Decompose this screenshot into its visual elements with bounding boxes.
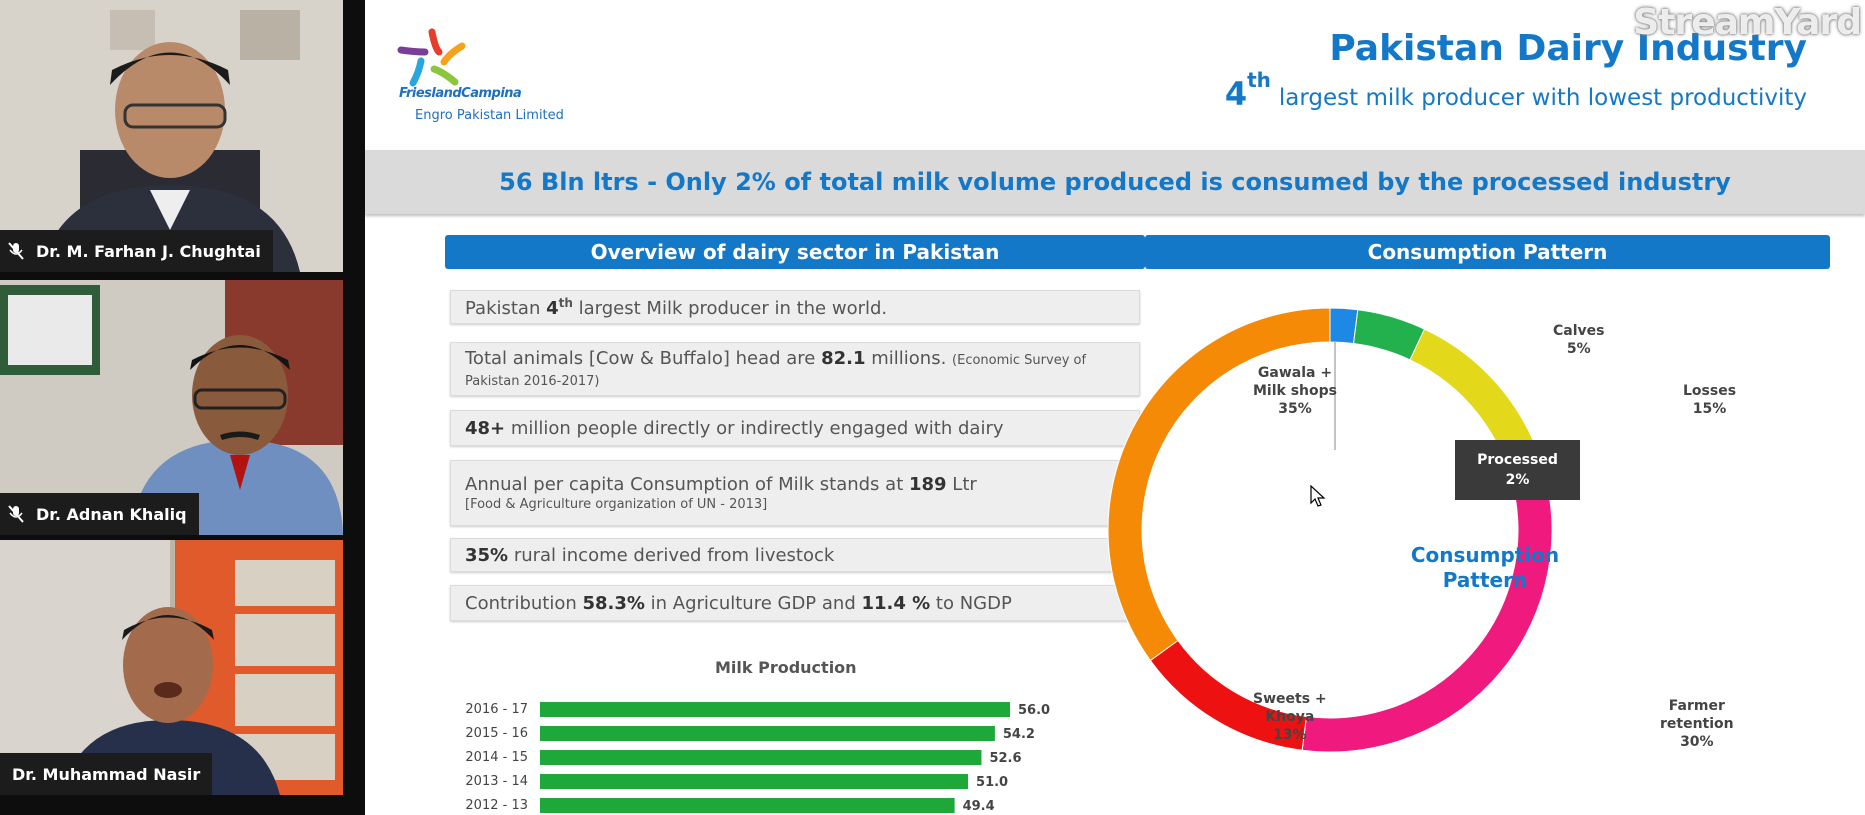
milk-production-bar-chart: 2016 - 17 56.0 2015 - 16 54.2 2014 - 15 52.6 2… [465, 702, 1050, 814]
milk-production-bar [540, 726, 995, 741]
slice-label-losses: Losses 15% [1683, 383, 1737, 417]
bar-chart-title: Milk Production [715, 658, 857, 677]
milk-production-bar [540, 798, 955, 813]
participant-name-plate-2: Dr. Adnan Khaliq [0, 493, 199, 535]
headline-banner: 56 Bln ltrs - Only 2% of total milk volu… [365, 150, 1865, 214]
slide-title: Pakistan Dairy Industry [1329, 28, 1807, 69]
consumption-donut-chart [1107, 307, 1553, 753]
participant-tile-2[interactable]: Dr. Adnan Khaliq [0, 280, 343, 535]
participant-name: Dr. Muhammad Nasir [12, 764, 201, 784]
bar-category-label: 2012 - 13 [465, 798, 528, 813]
bar-value-label: 52.6 [989, 751, 1021, 766]
slide-subtitle: 4th largest milk producer with lowest pro… [1224, 68, 1807, 113]
participant-name: Dr. M. Farhan J. Chughtai [36, 241, 261, 261]
milk-production-bar [540, 774, 969, 789]
bar-category-label: 2016 - 17 [465, 702, 528, 717]
subtitle-text: largest milk producer with lowest produc… [1278, 84, 1807, 111]
participant-tile-3[interactable]: Dr. Muhammad Nasir [0, 540, 343, 795]
milk-production-bar [540, 702, 1010, 717]
fact-item-3: 48+ million people directly or indirectl… [450, 410, 1140, 446]
donut-slice-processed [1329, 307, 1359, 345]
donut-slice-gawala-milk-shops [1107, 307, 1331, 662]
bar-value-label: 54.2 [1003, 727, 1035, 742]
bar-category-label: 2013 - 14 [465, 774, 528, 789]
streamyard-watermark: StreamYard [1633, 2, 1862, 43]
rank-number: 4 [1224, 74, 1248, 113]
mouse-cursor-icon [1310, 485, 1326, 507]
fact-item-5: 35% rural income derived from livestock [450, 538, 1140, 572]
right-section-header: Consumption Pattern [1145, 235, 1830, 269]
donut-center-label: Consumption Pattern [1410, 543, 1560, 592]
slice-label-sweets-khoya: Sweets + Khoya 13% [1253, 691, 1327, 743]
company-logo: FrieslandCampina Engro Pakistan Limited [387, 28, 564, 123]
fact-item-4: Annual per capita Consumption of Milk st… [450, 460, 1140, 526]
slice-label-calves: Calves 5% [1553, 323, 1605, 357]
slice-label-gawala-milk-shops: Gawala + Milk shops 35% [1253, 365, 1337, 417]
slice-label-farmer-retention: Farmer retention 30% [1660, 698, 1734, 750]
participant-name-plate-1: Dr. M. Farhan J. Chughtai [0, 230, 273, 272]
participant-name-plate-3: Dr. Muhammad Nasir [0, 753, 213, 795]
shared-slide: FrieslandCampina Engro Pakistan Limited … [365, 0, 1865, 815]
milk-production-bar [540, 750, 982, 765]
bar-value-label: 51.0 [976, 775, 1008, 790]
participant-name: Dr. Adnan Khaliq [36, 504, 187, 524]
star-logo-icon [397, 28, 466, 87]
donut-slice-farmer-retention [1301, 487, 1553, 753]
participant-video-1 [0, 0, 343, 272]
bar-category-label: 2015 - 16 [465, 726, 528, 741]
bar-value-label: 56.0 [1018, 703, 1050, 718]
participant-tile-1[interactable]: Dr. M. Farhan J. Chughtai [0, 0, 343, 272]
participant-video-2 [0, 280, 343, 535]
rank-suffix: th [1247, 68, 1271, 92]
logo-brand-text: FrieslandCampina [399, 86, 522, 101]
fact-item-2: Total animals [Cow & Buffalo] head are 8… [450, 342, 1140, 396]
left-section-header: Overview of dairy sector in Pakistan [445, 235, 1145, 269]
mic-muted-icon [8, 242, 24, 260]
processed-callout: Processed 2% [1455, 440, 1580, 500]
bar-value-label: 49.4 [963, 799, 995, 814]
bar-category-label: 2014 - 15 [465, 750, 528, 765]
mic-muted-icon [8, 505, 24, 523]
participant-video-3 [0, 540, 343, 795]
logo-subtitle: Engro Pakistan Limited [415, 108, 564, 123]
fact-item-1: Pakistan 4th largest Milk producer in th… [450, 290, 1140, 324]
fact-item-6: Contribution 58.3% in Agriculture GDP an… [450, 585, 1140, 621]
